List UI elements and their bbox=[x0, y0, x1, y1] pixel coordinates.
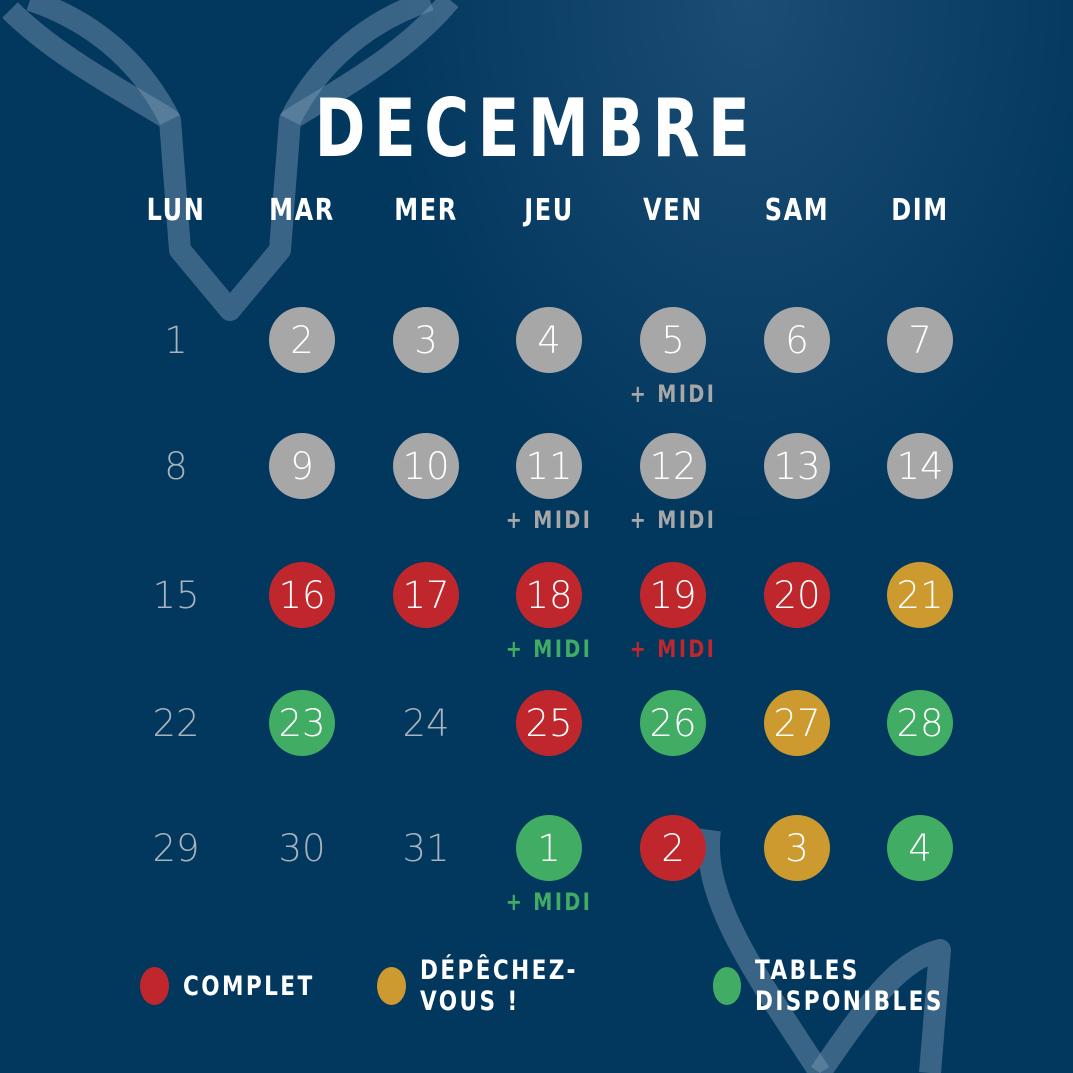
day-cell[interactable]: 19 bbox=[640, 562, 706, 628]
day-cell[interactable]: 16 bbox=[269, 562, 335, 628]
day-cell[interactable]: 5 bbox=[640, 307, 706, 373]
day-cell[interactable]: 4 bbox=[516, 307, 582, 373]
midi-label: + MIDI bbox=[505, 888, 593, 916]
day-cell[interactable]: 2 bbox=[269, 307, 335, 373]
day-cell[interactable]: 2 bbox=[640, 815, 706, 881]
day-cell[interactable]: 29 bbox=[152, 826, 200, 870]
day-cell[interactable]: 6 bbox=[764, 307, 830, 373]
day-cell[interactable]: 21 bbox=[887, 562, 953, 628]
midi-label: + MIDI bbox=[629, 380, 717, 408]
legend-dot-complet bbox=[140, 967, 169, 1005]
day-cell[interactable]: 8 bbox=[164, 444, 188, 488]
day-cell[interactable]: 14 bbox=[887, 433, 953, 499]
day-cell[interactable]: 10 bbox=[393, 433, 459, 499]
midi-label: + MIDI bbox=[629, 506, 717, 534]
weekday-jeu: JEU bbox=[524, 193, 574, 228]
weekday-ven: VEN bbox=[643, 193, 703, 228]
weekday-mar: MAR bbox=[269, 193, 335, 228]
weekday-sam: SAM bbox=[764, 193, 830, 228]
day-cell[interactable]: 3 bbox=[764, 815, 830, 881]
legend-dot-hurry bbox=[377, 967, 407, 1005]
day-cell[interactable]: 20 bbox=[764, 562, 830, 628]
weekday-dim: DIM bbox=[891, 193, 949, 228]
legend: COMPLET DÉPÊCHEZ-VOUS ! TABLES DISPONIBL… bbox=[140, 955, 1073, 1017]
day-cell[interactable]: 28 bbox=[887, 690, 953, 756]
day-cell[interactable]: 11 bbox=[516, 433, 582, 499]
day-cell[interactable]: 26 bbox=[640, 690, 706, 756]
midi-label: + MIDI bbox=[505, 506, 593, 534]
legend-label-complet: COMPLET bbox=[182, 970, 315, 1002]
midi-label: + MIDI bbox=[629, 635, 717, 663]
day-cell[interactable]: 30 bbox=[278, 826, 326, 870]
day-cell[interactable]: 1 bbox=[164, 318, 188, 362]
day-cell[interactable]: 23 bbox=[269, 690, 335, 756]
legend-label-available: TABLES DISPONIBLES bbox=[755, 955, 945, 1017]
day-cell[interactable]: 1 bbox=[516, 815, 582, 881]
day-cell[interactable]: 25 bbox=[516, 690, 582, 756]
day-cell[interactable]: 4 bbox=[887, 815, 953, 881]
day-cell[interactable]: 9 bbox=[269, 433, 335, 499]
weekday-lun: LUN bbox=[146, 193, 206, 228]
day-cell[interactable]: 7 bbox=[887, 307, 953, 373]
midi-label: + MIDI bbox=[505, 635, 593, 663]
legend-label-hurry: DÉPÊCHEZ-VOUS ! bbox=[420, 955, 578, 1017]
legend-dot-available bbox=[712, 967, 742, 1005]
day-cell[interactable]: 17 bbox=[393, 562, 459, 628]
day-cell[interactable]: 13 bbox=[764, 433, 830, 499]
weekday-mer: MER bbox=[394, 193, 458, 228]
day-cell[interactable]: 15 bbox=[152, 573, 200, 617]
day-cell[interactable]: 22 bbox=[152, 701, 200, 745]
day-cell[interactable]: 18 bbox=[516, 562, 582, 628]
day-cell[interactable]: 31 bbox=[402, 826, 450, 870]
month-title: DECEMBRE bbox=[314, 82, 759, 175]
day-cell[interactable]: 12 bbox=[640, 433, 706, 499]
day-cell[interactable]: 27 bbox=[764, 690, 830, 756]
day-cell[interactable]: 24 bbox=[402, 701, 450, 745]
day-cell[interactable]: 3 bbox=[393, 307, 459, 373]
